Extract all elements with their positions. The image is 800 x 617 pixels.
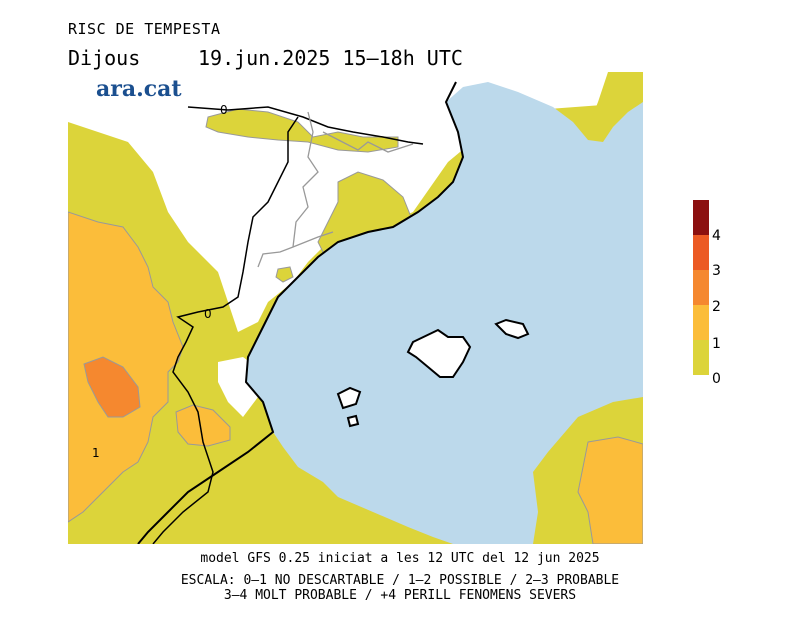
contour-label: 0 — [220, 103, 228, 117]
island-menorca — [494, 318, 530, 340]
model-info: model GFS 0.25 iniciat a les 12 UTC del … — [200, 551, 600, 566]
brand-logo[interactable]: ara.cat — [96, 76, 182, 102]
scale-line-2: 3–4 MOLT PROBABLE / +4 PERILL FENOMENS S… — [223, 588, 577, 603]
legend-swatch-2-3 — [693, 270, 709, 305]
legend-swatch-1-2 — [693, 305, 709, 340]
contour-label: 1 — [92, 446, 100, 460]
yellow-patch-ne — [590, 72, 643, 137]
internal-borders — [257, 111, 414, 268]
orange-area-west — [68, 211, 184, 523]
yellow-patch-pyrenees — [205, 108, 399, 153]
contour-label: 0 — [204, 307, 212, 321]
storm-risk-map: 0 0 1 — [68, 72, 643, 544]
border-aragon-catalonia — [152, 116, 299, 544]
island-formentera — [346, 414, 360, 428]
risk-legend — [693, 200, 709, 375]
dark-orange-area — [83, 356, 141, 418]
map-title: RISC DE TEMPESTA — [68, 20, 221, 38]
orange-area-center — [175, 404, 231, 447]
legend-label: 4 — [712, 228, 721, 244]
legend-label: 0 — [712, 371, 721, 387]
legend-label: 2 — [712, 299, 721, 315]
forecast-datetime: 19.jun.2025 15–18h UTC — [198, 46, 463, 70]
island-ibiza — [336, 386, 362, 410]
island-mallorca — [406, 328, 472, 378]
legend-label: 1 — [712, 336, 721, 352]
mediterranean-sea — [246, 82, 643, 544]
scale-line-1: ESCALA: 0–1 NO DESCARTABLE / 1–2 POSSIBL… — [180, 573, 620, 588]
coastline — [137, 81, 465, 544]
border-france-spain — [187, 106, 424, 145]
forecast-day: Dijous — [68, 46, 141, 70]
legend-swatch-4plus — [693, 200, 709, 235]
yellow-patch-small — [275, 266, 294, 283]
legend-swatch-0-1 — [693, 340, 709, 375]
legend-swatch-3-4 — [693, 235, 709, 270]
legend-label: 3 — [712, 263, 721, 279]
orange-area-east — [577, 436, 643, 544]
